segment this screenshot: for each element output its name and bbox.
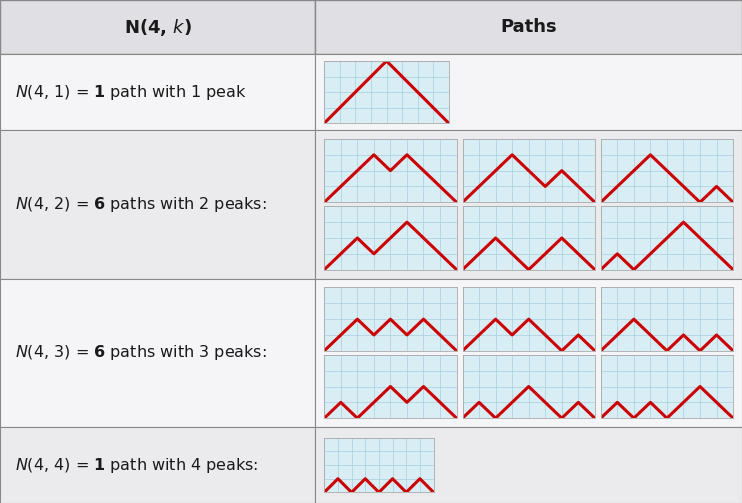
Bar: [0, 279, 315, 427]
Bar: [0, 427, 315, 503]
Text: $\mathit{N}$(4, 1) = $\mathbf{1}$ path with 1 peak: $\mathit{N}$(4, 1) = $\mathbf{1}$ path w…: [15, 82, 246, 102]
Bar: [0, 0, 315, 54]
Bar: [0, 130, 315, 279]
Text: $\mathit{N}$(4, 4) = $\mathbf{1}$ path with 4 peaks:: $\mathit{N}$(4, 4) = $\mathbf{1}$ path w…: [15, 456, 258, 474]
Bar: [315, 0, 742, 54]
Text: $\mathbf{N}$(4, $\mathit{k}$): $\mathbf{N}$(4, $\mathit{k}$): [124, 17, 191, 38]
Bar: [315, 279, 742, 427]
Bar: [315, 427, 742, 503]
Bar: [315, 130, 742, 279]
Text: $\mathit{N}$(4, 2) = $\mathbf{6}$ paths with 2 peaks:: $\mathit{N}$(4, 2) = $\mathbf{6}$ paths …: [15, 195, 266, 214]
Bar: [0, 54, 315, 130]
Text: Paths: Paths: [500, 18, 557, 36]
Bar: [315, 54, 742, 130]
Text: $\mathit{N}$(4, 3) = $\mathbf{6}$ paths with 3 peaks:: $\mathit{N}$(4, 3) = $\mathbf{6}$ paths …: [15, 344, 266, 362]
